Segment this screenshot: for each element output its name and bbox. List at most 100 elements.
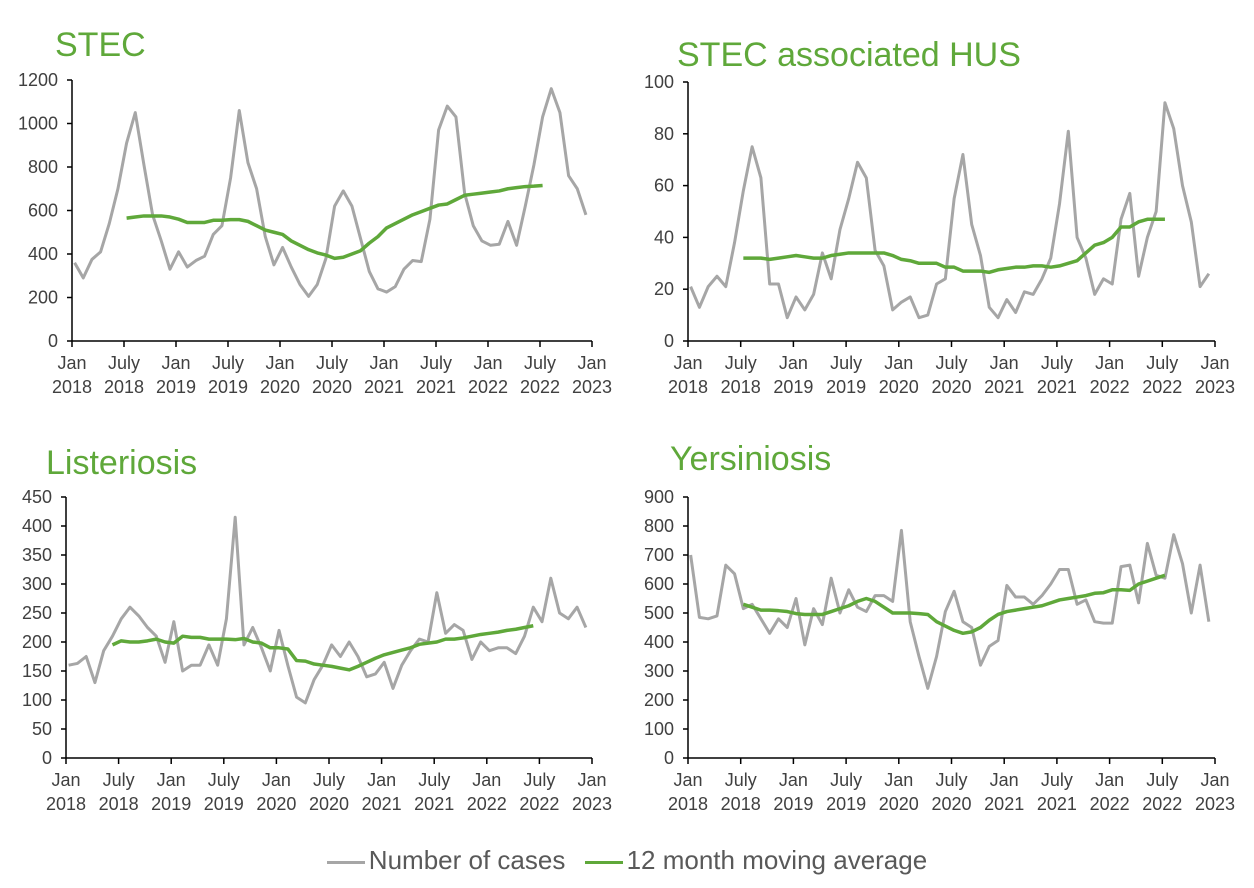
x-tick-label-month: Jan [57,353,86,373]
x-tick-label-month: July [103,770,135,790]
y-tick-label: 150 [22,661,52,681]
x-tick-label-year: 2019 [826,794,866,814]
x-tick-label-year: 2021 [984,794,1024,814]
x-tick-label-year: 2020 [879,377,919,397]
x-tick-label-month: Jan [367,770,396,790]
x-tick-label-year: 2021 [416,377,456,397]
x-tick-label-year: 2021 [362,794,402,814]
x-tick-label-year: 2021 [364,377,404,397]
x-tick-label-month: Jan [577,770,606,790]
x-tick-label-month: July [725,770,757,790]
x-tick-label-year: 2021 [414,794,454,814]
y-tick-label: 0 [48,331,58,351]
x-tick-label-year: 2020 [309,794,349,814]
x-tick-label-year: 2019 [773,377,813,397]
x-tick-label-year: 2018 [52,377,92,397]
x-tick-label-month: Jan [884,353,913,373]
x-tick-label-year: 2022 [1142,794,1182,814]
x-tick-label-year: 2021 [984,377,1024,397]
x-tick-label-year: 2018 [721,377,761,397]
y-tick-label: 0 [664,748,674,768]
moving-average-line [126,183,543,261]
moving-average-line [111,624,534,672]
x-tick-label-year: 2019 [208,377,248,397]
x-tick-label-year: 2023 [572,794,612,814]
x-tick-label-month: July [1146,353,1178,373]
legend-item-ma: 12 month moving average [584,845,928,875]
x-tick-label-month: July [1146,770,1178,790]
x-tick-label-month: July [316,353,348,373]
y-tick-label: 100 [22,690,52,710]
x-tick-label-year: 2022 [1090,377,1130,397]
y-tick-label: 500 [644,603,674,623]
x-tick-label-year: 2020 [931,377,971,397]
y-tick-label: 350 [22,545,52,565]
cases-line [68,515,588,705]
x-tick-label-month: Jan [473,353,502,373]
x-tick-label-month: Jan [472,770,501,790]
x-tick-label-month: July [935,353,967,373]
x-tick-label-year: 2019 [204,794,244,814]
x-tick-label-year: 2020 [879,794,919,814]
y-tick-label: 300 [22,574,52,594]
x-tick-label-month: Jan [884,770,913,790]
y-tick-label: 600 [28,201,58,221]
x-tick-label-year: 2020 [312,377,352,397]
x-tick-label-month: July [725,353,757,373]
y-tick-label: 0 [42,748,52,768]
y-tick-label: 700 [644,545,674,565]
x-tick-label-month: July [523,770,555,790]
x-tick-label-month: July [208,770,240,790]
x-tick-label-year: 2022 [519,794,559,814]
x-tick-label-month: July [313,770,345,790]
chart-title-hus: STEC associated HUS [677,36,1021,74]
y-tick-label: 300 [644,661,674,681]
x-tick-label-month: Jan [161,353,190,373]
y-tick-label: 400 [22,516,52,536]
x-tick-label-year: 2022 [520,377,560,397]
x-tick-label-month: July [1041,353,1073,373]
y-tick-label: 400 [644,632,674,652]
x-tick-label-month: July [420,353,452,373]
y-tick-label: 60 [654,176,674,196]
chart-title-listeriosis: Listeriosis [46,444,198,482]
x-tick-label-month: Jan [990,770,1019,790]
y-tick-label: 200 [644,690,674,710]
x-tick-label-year: 2020 [931,794,971,814]
x-tick-label-year: 2019 [773,794,813,814]
legend-label-ma: 12 month moving average [626,845,928,875]
x-tick-label-year: 2020 [260,377,300,397]
chart-title-yersiniosis: Yersiniosis [670,440,832,478]
legend: Number of cases 12 month moving average [0,845,1254,876]
x-tick-label-month: Jan [779,770,808,790]
legend-item-cases: Number of cases [326,845,566,875]
y-tick-label: 200 [22,632,52,652]
y-tick-label: 100 [644,72,674,92]
x-tick-label-year: 2022 [467,794,507,814]
x-tick-label-year: 2021 [1037,794,1077,814]
legend-swatch-cases [326,860,365,864]
x-tick-label-month: Jan [1200,770,1229,790]
x-tick-label-year: 2023 [1195,377,1235,397]
x-tick-label-month: Jan [990,353,1019,373]
y-tick-label: 20 [654,279,674,299]
x-tick-label-year: 2018 [721,794,761,814]
x-tick-label-year: 2018 [104,377,144,397]
x-tick-label-month: July [935,770,967,790]
x-tick-label-year: 2018 [668,377,708,397]
x-tick-label-month: Jan [51,770,80,790]
x-tick-label-month: Jan [265,353,294,373]
y-tick-label: 600 [644,574,674,594]
y-tick-label: 400 [28,244,58,264]
x-tick-label-month: Jan [673,770,702,790]
x-tick-label-year: 2019 [151,794,191,814]
y-tick-label: 900 [644,487,674,507]
y-tick-label: 200 [28,288,58,308]
y-tick-label: 50 [32,719,52,739]
x-tick-label-year: 2020 [256,794,296,814]
x-tick-label-month: July [830,353,862,373]
legend-label-cases: Number of cases [368,845,566,875]
x-tick-label-year: 2018 [668,794,708,814]
